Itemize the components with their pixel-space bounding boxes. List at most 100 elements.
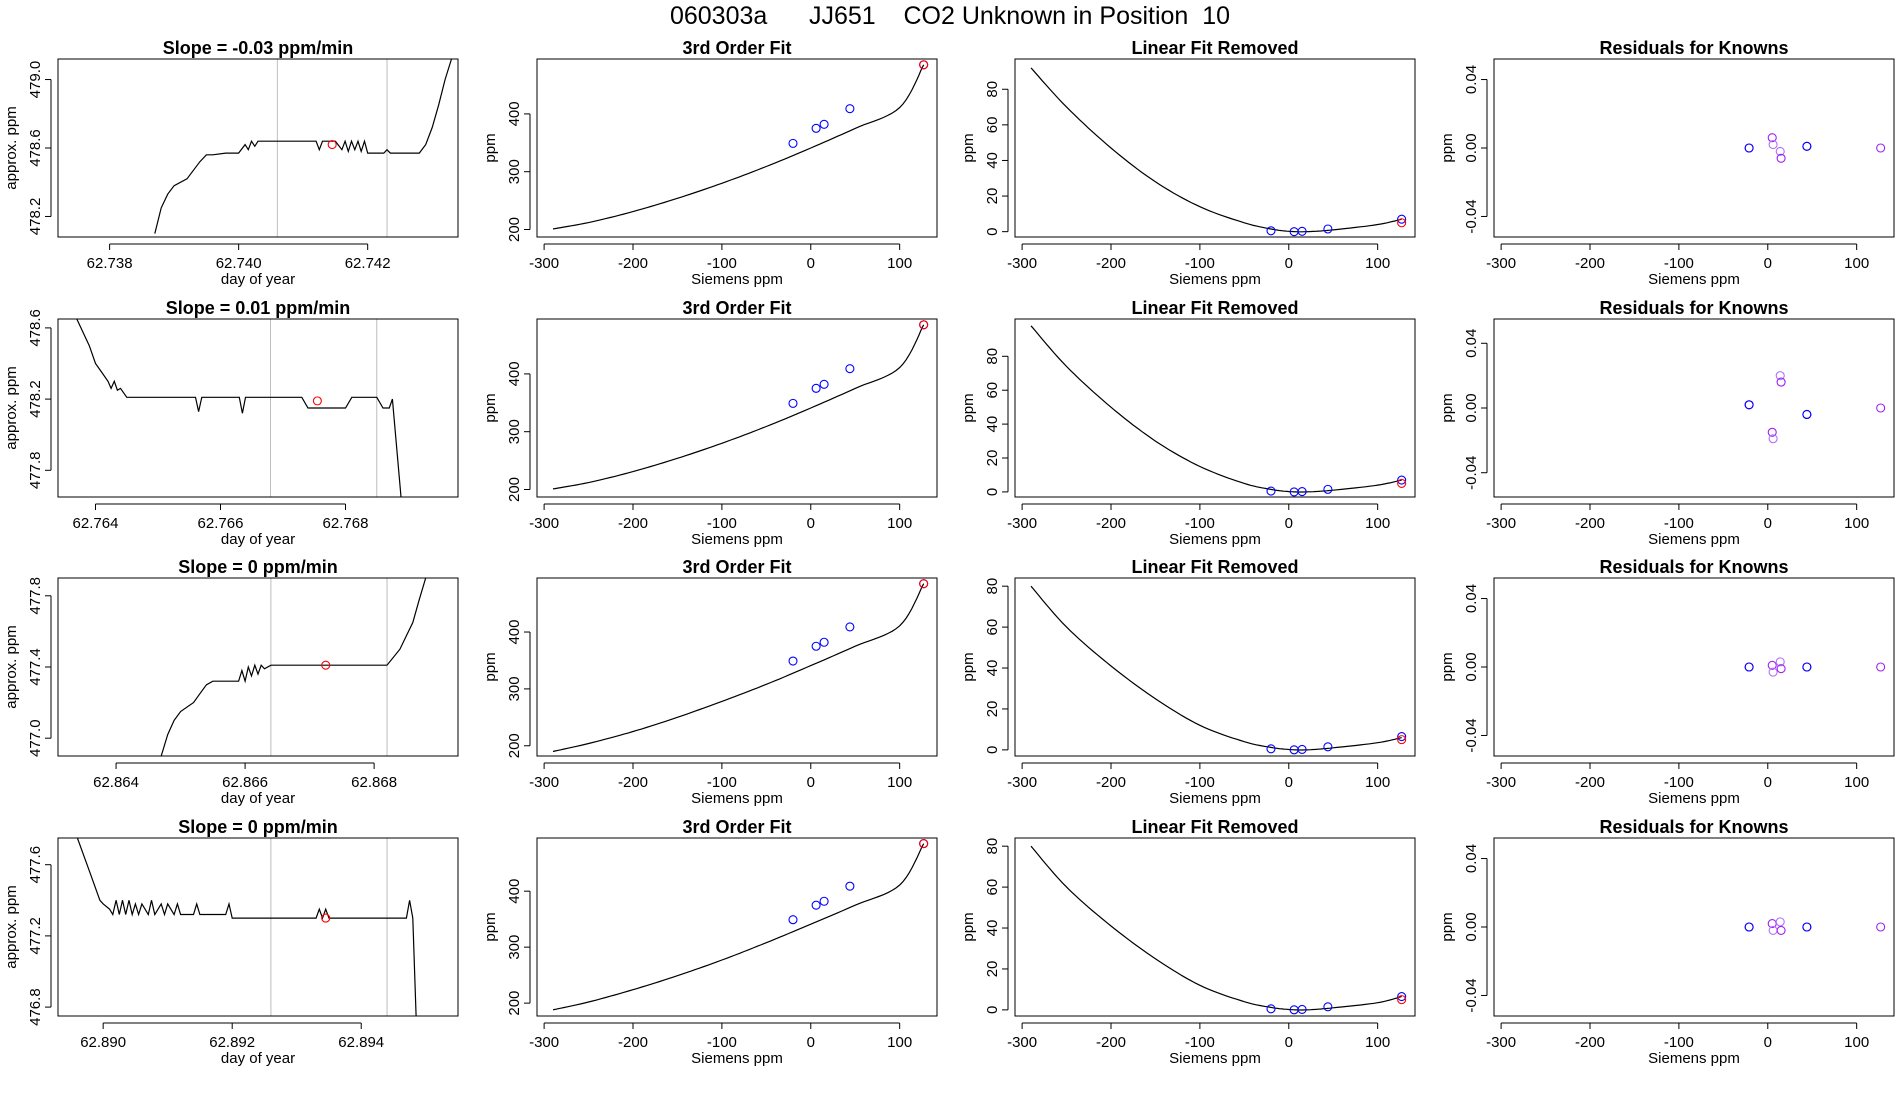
- plot-frame: [57, 318, 459, 498]
- data-point: [1876, 662, 1886, 672]
- x-tick-label: 62.890: [80, 1034, 126, 1051]
- x-axis-label: Siemens ppm: [1648, 531, 1740, 548]
- plot-frame: [536, 58, 938, 238]
- x-tick-label: -100: [1185, 255, 1215, 272]
- y-tick-label: 0: [984, 488, 1001, 496]
- x-tick-label: 62.866: [222, 774, 268, 791]
- y-tick-label: 200: [506, 477, 523, 502]
- x-tick-label: 100: [887, 1034, 912, 1051]
- data-point: [1802, 922, 1812, 932]
- data-point: [1876, 143, 1886, 153]
- panel-title: Residuals for Knowns: [1599, 817, 1788, 837]
- y-tick-label: -0.04: [1463, 456, 1480, 490]
- y-tick-label: 60: [984, 619, 1001, 636]
- chart-panel-5: Slope = 0.01 ppm/min 62.764 62.766 62.768 da…: [3, 298, 459, 548]
- plot-frame: [536, 577, 938, 757]
- y-tick-label: 60: [984, 382, 1001, 399]
- x-tick-label: -200: [618, 255, 648, 272]
- chart-panel-13: Slope = 0 ppm/min 62.890 62.892 62.894 day o…: [3, 817, 459, 1067]
- y-tick-label: 0.04: [1463, 584, 1480, 613]
- y-tick-label: 40: [984, 152, 1001, 169]
- y-tick-label: 40: [984, 416, 1001, 433]
- y-tick-label: 0: [984, 1006, 1001, 1014]
- x-tick-label: 62.740: [216, 255, 262, 272]
- y-tick-label: 477.6: [27, 846, 44, 884]
- x-tick-label: 0: [1764, 515, 1772, 532]
- x-axis-label: day of year: [221, 1050, 295, 1067]
- data-point: [1876, 922, 1886, 932]
- chart-panel-8: Residuals for Knowns -300 -200 -100 0 100 Siem…: [1439, 298, 1895, 548]
- x-tick-label: -300: [1486, 255, 1516, 272]
- data-point: [845, 881, 855, 891]
- chart-panel-1: Slope = -0.03 ppm/min 62.738 62.740 62.742 d…: [3, 38, 459, 288]
- data-point: [1744, 400, 1754, 410]
- y-tick-label: -0.04: [1463, 199, 1480, 233]
- plot-frame: [536, 318, 938, 498]
- series-line: [154, 59, 453, 234]
- chart-panel-3: Linear Fit Removed -300 -200 -100 0 100 Siemen…: [960, 38, 1416, 288]
- x-tick-label: 0: [1764, 255, 1772, 272]
- data-point: [819, 119, 829, 129]
- y-tick-label: 477.0: [27, 719, 44, 757]
- x-tick-label: 100: [887, 515, 912, 532]
- plot-frame: [57, 577, 459, 757]
- x-tick-label: -100: [707, 1034, 737, 1051]
- data-point: [1266, 226, 1276, 236]
- y-tick-label: 300: [506, 676, 523, 701]
- x-axis-label: Siemens ppm: [1648, 271, 1740, 288]
- x-tick-label: -100: [1664, 1034, 1694, 1051]
- x-tick-label: 0: [807, 1034, 815, 1051]
- y-tick-label: 300: [506, 935, 523, 960]
- x-tick-label: -100: [1664, 515, 1694, 532]
- x-tick-label: 0: [807, 515, 815, 532]
- data-point: [811, 900, 821, 910]
- data-point: [1323, 484, 1333, 494]
- data-point: [327, 140, 337, 150]
- data-point: [1767, 133, 1777, 143]
- y-tick-label: 478.6: [27, 129, 44, 167]
- data-point: [1297, 744, 1307, 755]
- x-tick-label: -300: [1007, 774, 1037, 791]
- x-tick-label: -200: [1575, 1034, 1605, 1051]
- y-tick-label: 60: [984, 117, 1001, 134]
- x-tick-label: -300: [1007, 515, 1037, 532]
- data-point: [1266, 486, 1276, 496]
- chart-panel-15: Linear Fit Removed -300 -200 -100 0 100 Siemen…: [960, 817, 1416, 1067]
- y-tick-label: 478.2: [27, 380, 44, 418]
- y-axis-label: ppm: [960, 652, 977, 681]
- x-tick-label: -300: [1007, 1034, 1037, 1051]
- series-line: [1030, 845, 1402, 1011]
- figure-title: 060303a JJ651 CO2 Unknown in Position 10: [669, 2, 1231, 30]
- data-point: [312, 396, 322, 406]
- y-tick-label: 477.2: [27, 917, 44, 955]
- plot-frame: [1014, 577, 1416, 757]
- y-tick-label: 20: [984, 701, 1001, 718]
- plot-frame: [57, 837, 459, 1017]
- y-tick-label: 300: [506, 419, 523, 444]
- y-tick-label: 0.00: [1463, 652, 1480, 681]
- x-tick-label: -300: [1486, 774, 1516, 791]
- panel-title: 3rd Order Fit: [682, 557, 791, 577]
- x-tick-label: -100: [1185, 774, 1215, 791]
- chart-panel-9: Slope = 0 ppm/min 62.864 62.866 62.868 day o…: [3, 557, 459, 807]
- y-tick-label: 0.00: [1463, 393, 1480, 422]
- data-point: [1297, 487, 1307, 497]
- x-tick-label: 100: [887, 774, 912, 791]
- series-line: [1030, 585, 1402, 751]
- chart-panel-10: 3rd Order Fit -300 -200 -100 0 100 Siemens ppm…: [482, 557, 938, 807]
- data-point: [1744, 143, 1754, 153]
- y-axis-label: ppm: [482, 133, 499, 162]
- x-tick-label: 62.892: [209, 1034, 255, 1051]
- x-tick-label: -200: [1096, 515, 1126, 532]
- x-axis-label: day of year: [221, 271, 295, 288]
- panel-title: Linear Fit Removed: [1131, 817, 1298, 837]
- plot-frame: [1493, 58, 1895, 238]
- series-line: [1030, 67, 1402, 233]
- panel-title: Slope = 0 ppm/min: [178, 557, 338, 577]
- x-tick-label: -300: [1486, 1034, 1516, 1051]
- x-tick-label: 62.864: [93, 774, 139, 791]
- y-axis-label: approx. ppm: [3, 625, 20, 708]
- data-point: [1775, 371, 1785, 381]
- data-point: [1775, 657, 1785, 667]
- x-tick-label: 100: [1365, 1034, 1390, 1051]
